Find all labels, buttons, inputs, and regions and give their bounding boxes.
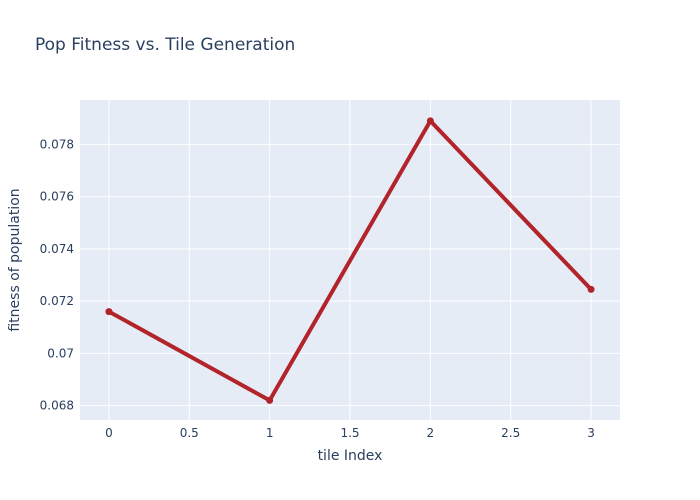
x-axis-ticks: 0 0.5 1 1.5 2 2.5 3 [105, 426, 595, 440]
x-gridlines [108, 100, 592, 420]
x-tick-label: 2 [427, 426, 435, 440]
data-points [105, 117, 595, 404]
x-tick-label: 0.5 [180, 426, 199, 440]
x-tick-label: 1.5 [340, 426, 359, 440]
y-tick-label: 0.07 [47, 346, 74, 360]
y-axis-ticks: 0.068 0.07 0.072 0.074 0.076 0.078 [40, 137, 74, 412]
data-point[interactable] [587, 285, 595, 293]
x-tick-label: 3 [587, 426, 595, 440]
chart-title: Pop Fitness vs. Tile Generation [35, 35, 295, 55]
y-axis-title: fitness of population [7, 188, 23, 331]
series-line-path [107, 118, 593, 403]
y-tick-label: 0.068 [40, 399, 74, 413]
x-tick-label: 1 [266, 426, 274, 440]
y-tick-label: 0.074 [40, 242, 74, 256]
x-tick-label: 0 [105, 426, 113, 440]
x-axis-title: tile Index [318, 448, 383, 464]
y-tick-label: 0.078 [40, 137, 74, 151]
y-tick-label: 0.072 [40, 294, 74, 308]
x-tick-label: 2.5 [501, 426, 520, 440]
y-tick-label: 0.076 [40, 190, 74, 204]
data-point[interactable] [266, 396, 274, 404]
data-point[interactable] [105, 308, 113, 316]
data-point[interactable] [426, 117, 434, 125]
y-gridlines [80, 143, 620, 407]
series-line [107, 118, 593, 403]
